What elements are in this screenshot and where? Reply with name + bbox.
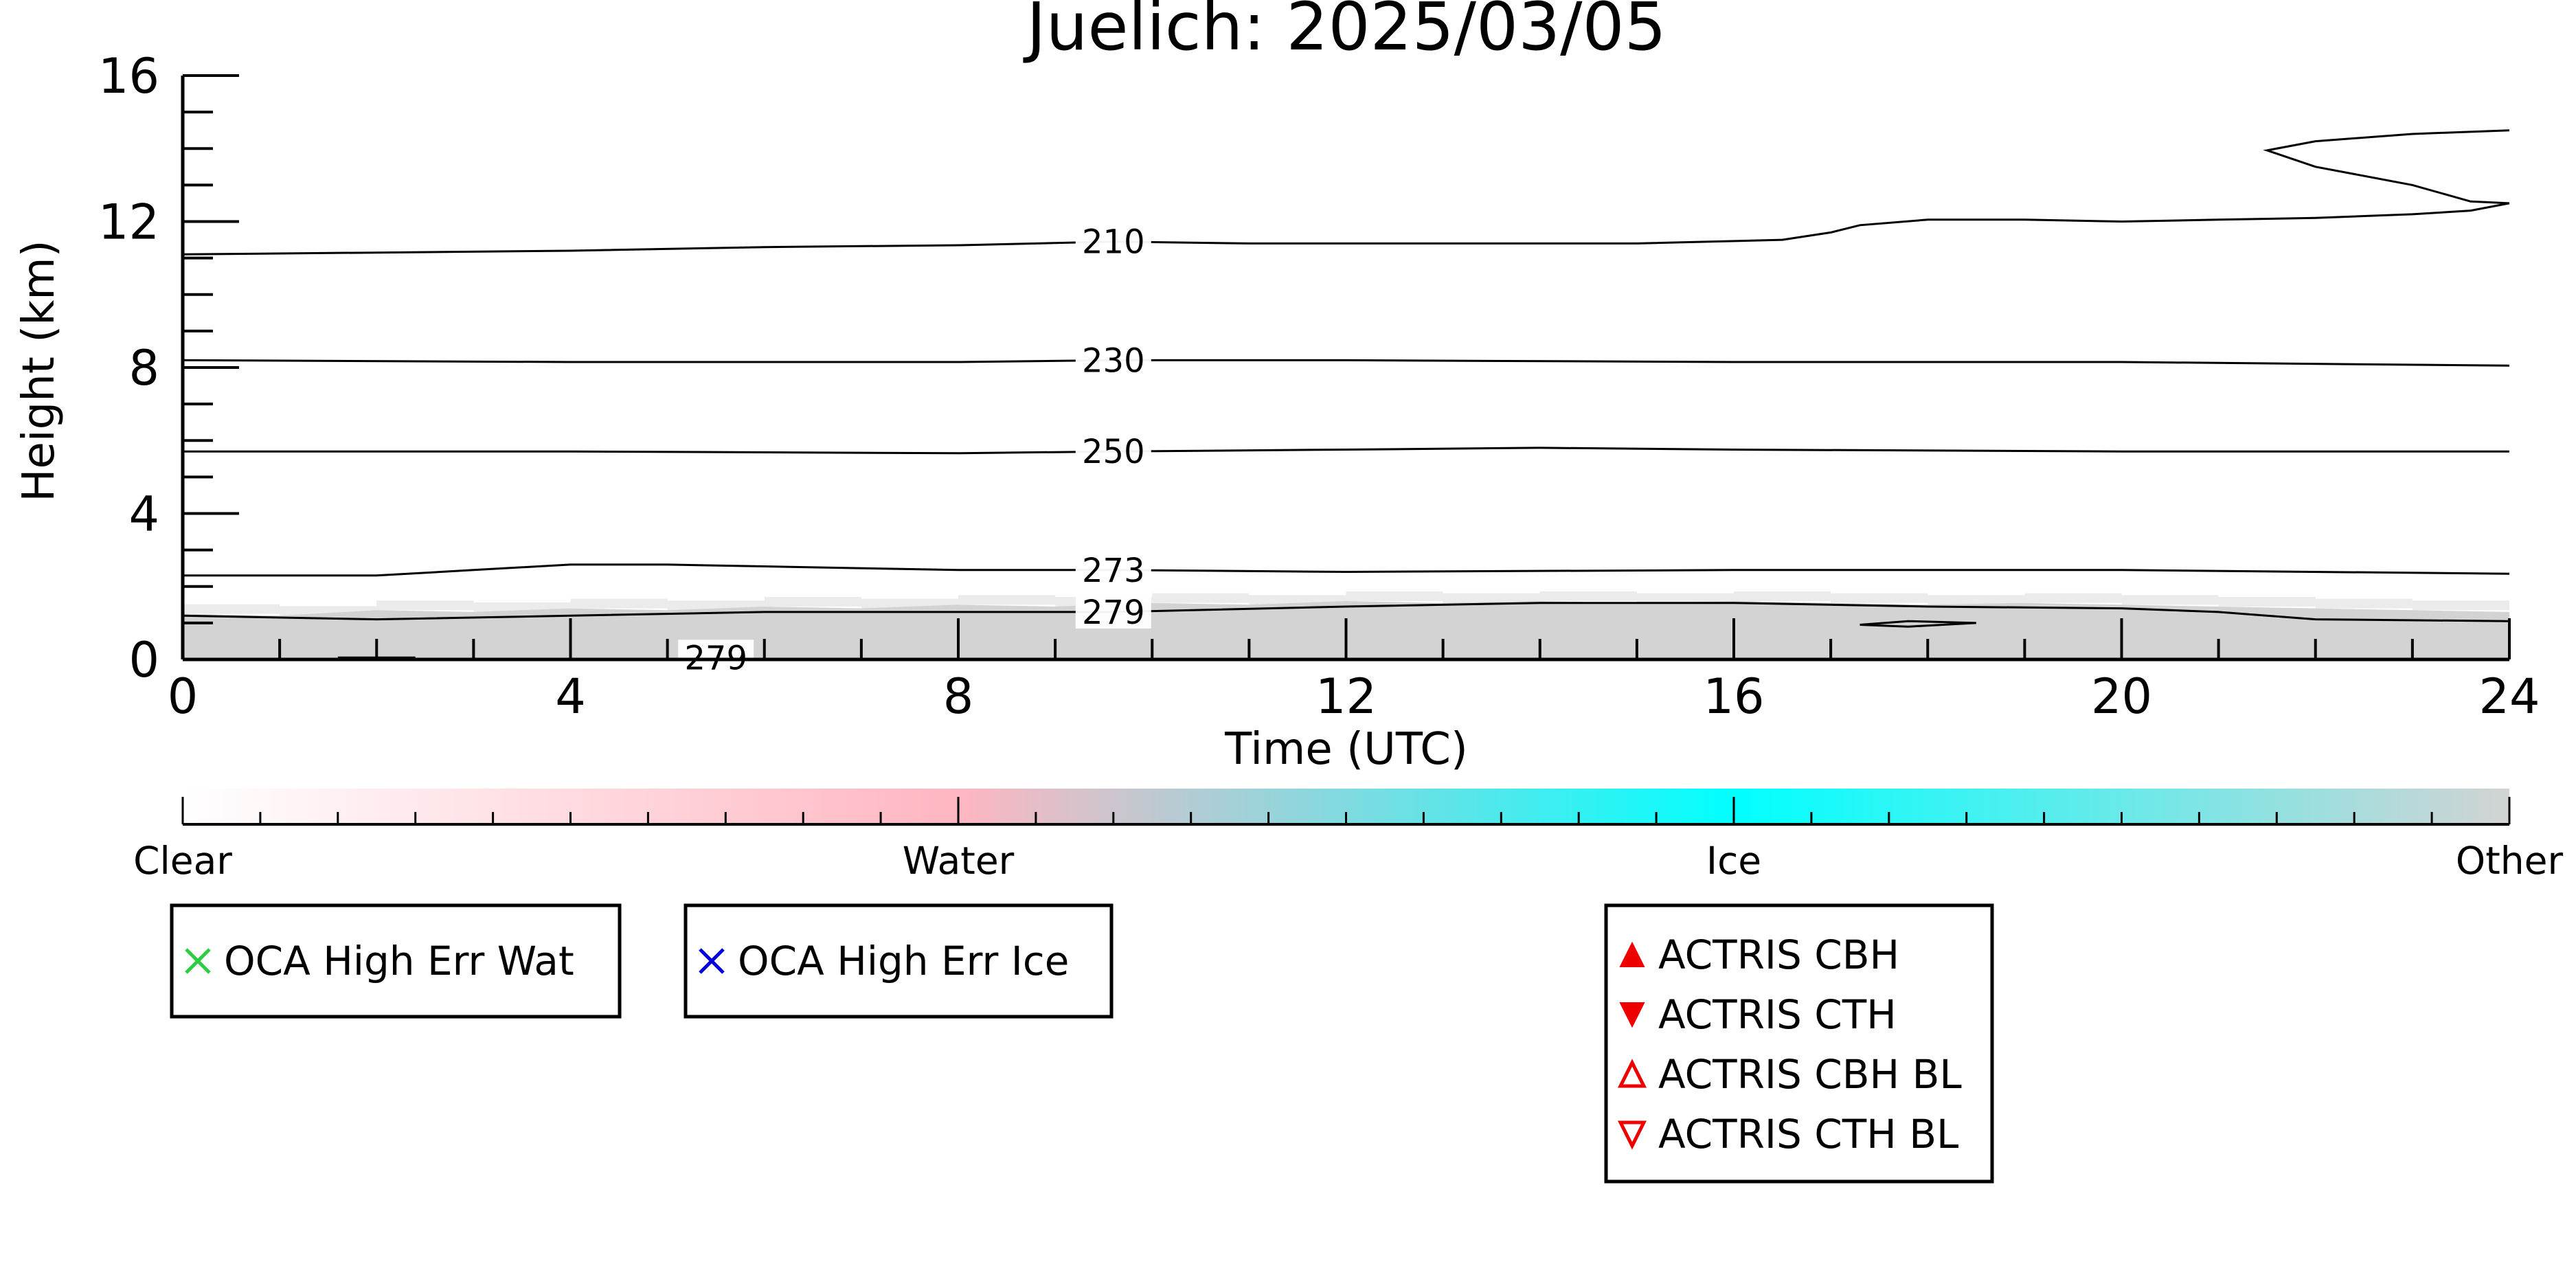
cloud-layer-fringe (958, 595, 1056, 605)
cloud-layer-fringe (764, 596, 861, 607)
cloud-layer-fringe (1152, 593, 1250, 603)
contour-label: 210 (1082, 223, 1145, 262)
legend-marker-triangle-down-open (1617, 1120, 1647, 1150)
contour-label-bg (1075, 433, 1151, 468)
legend-marker-x (699, 948, 725, 974)
cloud-layer-fringe (2218, 596, 2316, 607)
x-tick-label: 0 (168, 668, 199, 725)
contour-line-230 (182, 359, 2510, 367)
colorbar-label-other: Other (2456, 839, 2564, 883)
cloud-layer-fringe (861, 598, 958, 609)
x-tick-label: 16 (1703, 668, 1764, 725)
x-tick-label: 12 (1315, 668, 1377, 725)
contour-line-250 (183, 447, 2509, 455)
contour-line-210 (182, 202, 2510, 256)
chart-title: Juelich: 2025/03/05 (1023, 0, 1666, 65)
contour-label-bg (1075, 223, 1151, 258)
x-tick-label: 20 (2091, 668, 2152, 725)
cloud-layer-fringe (1636, 593, 1734, 603)
cloud-layer-fringe (183, 604, 280, 614)
cloud-layer-fringe (1346, 591, 1443, 601)
x-tick-label: 8 (943, 668, 974, 725)
contour-label-bg (1075, 342, 1151, 377)
legend-marker-triangle-down (1619, 1002, 1645, 1028)
legend-entry-label: OCA High Err Ice (738, 938, 1069, 984)
colorbar-label-clear: Clear (133, 839, 232, 883)
cloud-layer-fringe (376, 600, 474, 611)
contour-label: 250 (1082, 433, 1145, 471)
legend-marker-x (185, 948, 211, 974)
cloud-layer-fringe (1928, 595, 2025, 605)
legend-box (170, 903, 622, 1019)
cloud-layer-fringe (280, 606, 377, 616)
cloud-layer-fringe (1734, 591, 1831, 601)
x-tick-label: 24 (2478, 668, 2540, 725)
cloud-layer-fringe (1831, 593, 1928, 603)
legend-entry-label: ACTRIS CBH BL (1658, 1051, 1962, 1098)
y-tick-label: 12 (98, 194, 159, 251)
cloud-layer-fringe (2121, 595, 2219, 605)
legend-marker-triangle-up-open (1617, 1059, 1647, 1088)
cloud-layer-fringe (570, 598, 668, 609)
y-tick-label: 8 (128, 340, 159, 396)
legend-box (683, 903, 1114, 1019)
x-tick-label: 4 (555, 668, 586, 725)
contour-label: 273 (1082, 552, 1145, 590)
contour-label: 279 (1082, 594, 1145, 632)
cloud-layer-fringe (1443, 593, 1540, 603)
cloud-layer-fringe (473, 602, 571, 612)
category-colorbar: Clear Water Ice Other (133, 789, 2563, 883)
cloud-layer-fringe (2412, 600, 2509, 611)
cloud-layer-fringe (2024, 593, 2122, 603)
contour-label-bg (1075, 552, 1151, 587)
contour-label: 230 (1082, 341, 1145, 380)
colorbar-label-ice: Ice (1706, 839, 1761, 883)
legend-entry-label: ACTRIS CTH BL (1658, 1111, 1958, 1157)
x-axis-label: Time (UTC) (1224, 724, 1468, 775)
contour-label-bg (678, 640, 754, 675)
contour-label-bg (1075, 594, 1151, 629)
legends: OCA High Err Wat OCA High Err Ice ACTRIS C… (170, 903, 1994, 1184)
legend-entry-label: ACTRIS CBH (1658, 931, 1899, 978)
legend-box (1604, 903, 1994, 1184)
cloud-layer-fringe (667, 600, 765, 611)
cloud-layer-fringe (1249, 595, 1346, 605)
legend-entry-label: ACTRIS CTH (1658, 991, 1897, 1038)
cloud-layer-fringe (2315, 598, 2413, 609)
y-tick-label: 0 (128, 632, 159, 688)
contour-line-210 (2263, 129, 2510, 205)
colorbar-label-water: Water (903, 839, 1015, 883)
contour-line-279 (1860, 620, 1976, 628)
y-tick-label: 16 (98, 48, 159, 104)
legend-marker-triangle-up (1619, 941, 1645, 967)
y-tick-label: 4 (128, 486, 159, 543)
axes: 0 4 8 12 16 20 24 0 4 8 12 16 (98, 48, 2540, 725)
contour-line-279 (182, 602, 2510, 622)
contour-line-273 (183, 563, 2510, 577)
y-axis-label: Height (km) (14, 240, 65, 501)
cloud-layer-fringe (1539, 591, 1637, 601)
legend-entry-label: OCA High Err Wat (224, 938, 574, 984)
